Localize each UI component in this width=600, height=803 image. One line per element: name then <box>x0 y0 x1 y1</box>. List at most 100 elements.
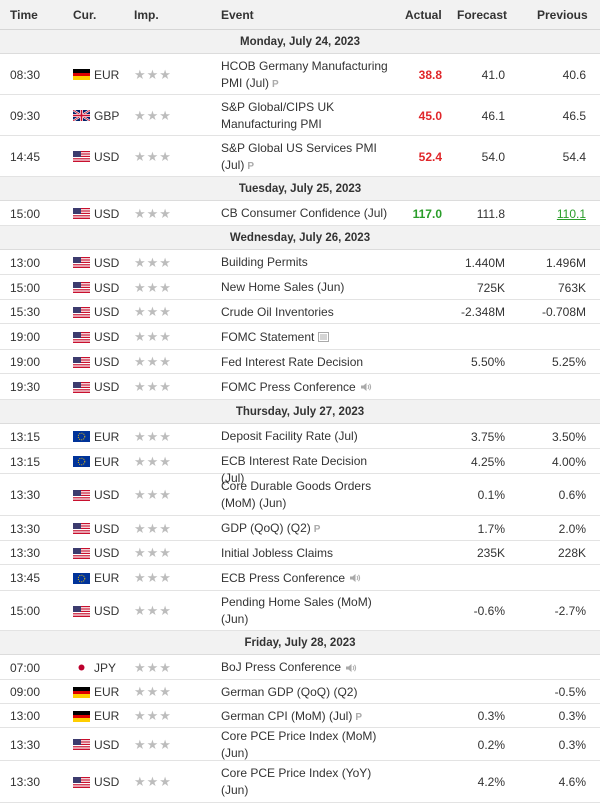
event-name-text[interactable]: ECB Interest Rate Decision (Jul) <box>221 454 368 485</box>
event-row[interactable]: 07:00 JPY ★★★ BoJ Press Conference <box>0 655 600 680</box>
event-row[interactable]: 13:15 EUR ★★★ Deposit Facility Rate (Jul) 3.… <box>0 424 600 449</box>
event-row[interactable]: 13:15 EUR ★★★ ECB Interest Rate Decision (J… <box>0 449 600 485</box>
event-time: 13:00 <box>10 709 41 723</box>
event-row[interactable]: 09:30 GBP ★★★ S&P Global/CIPS UK Manufactur… <box>0 95 600 136</box>
preliminary-icon: P <box>313 524 321 535</box>
event-name-text[interactable]: Building Permits <box>221 255 308 269</box>
event-time: 13:30 <box>10 737 41 752</box>
flag-eu-icon <box>73 572 90 584</box>
event-name-text[interactable]: Initial Jobless Claims <box>221 545 334 560</box>
header-event[interactable]: Event <box>221 8 254 22</box>
event-name-text[interactable]: S&P Global/CIPS UK Manufacturing PMI <box>221 99 335 131</box>
header-time[interactable]: Time <box>10 8 38 22</box>
event-name[interactable]: Initial Jobless Claims <box>221 545 391 562</box>
previous-value: 110.1 <box>556 206 586 221</box>
event-name[interactable]: Core PCE Price Index (YoY) (Jun) <box>221 765 391 799</box>
event-name[interactable]: Pending Home Sales (MoM) (Jun) <box>221 594 391 628</box>
event-name[interactable]: GDP (QoQ) (Q2) P <box>221 520 391 538</box>
document-icon[interactable] <box>318 332 330 343</box>
event-name[interactable]: Core Durable Goods Orders (MoM) (Jun) <box>221 478 391 512</box>
flag-us-icon <box>73 605 90 617</box>
event-row[interactable]: 13:30 USD ★★★ GDP (QoQ) (Q2) P 1.7% 2.0% <box>0 516 600 541</box>
flag-eu-icon <box>73 431 90 442</box>
event-row[interactable]: 15:00 USD ★★★ New Home Sales (Jun) 725K 763K <box>0 275 600 300</box>
previous-value: 40.6 <box>562 67 586 82</box>
header-importance[interactable]: Imp. <box>134 8 159 22</box>
event-name[interactable]: BoJ Press Conference <box>221 659 391 676</box>
currency-code: USD <box>94 380 120 394</box>
event-name[interactable]: S&P Global US Services PMI (Jul) P <box>221 140 391 175</box>
event-name-text[interactable]: Core PCE Price Index (YoY) (Jun) <box>221 766 372 797</box>
speaker-icon[interactable] <box>349 573 361 583</box>
event-row[interactable]: 13:30 USD ★★★ Core PCE Price Index (YoY) (J… <box>0 761 600 803</box>
event-name[interactable]: Deposit Facility Rate (Jul) <box>221 428 391 445</box>
event-time: 13:15 <box>10 429 41 444</box>
event-name[interactable]: German GDP (QoQ) (Q2) <box>221 684 391 701</box>
event-name-text[interactable]: Core PCE Price Index (MoM) (Jun) <box>221 728 377 760</box>
event-name[interactable]: Core PCE Price Index (MoM) (Jun) <box>221 728 391 762</box>
header-previous[interactable]: Previous <box>537 8 588 22</box>
event-name-text[interactable]: Deposit Facility Rate (Jul) <box>221 429 358 443</box>
event-name[interactable]: CB Consumer Confidence (Jul) <box>221 205 391 222</box>
header-actual[interactable]: Actual <box>405 8 442 22</box>
event-name[interactable]: German CPI (MoM) (Jul) P <box>221 708 391 726</box>
event-time: 15:00 <box>10 604 41 618</box>
event-row[interactable]: 15:00 USD ★★★ CB Consumer Confidence (Jul) 1… <box>0 201 600 226</box>
event-name-text[interactable]: CB Consumer Confidence (Jul) <box>221 206 388 220</box>
event-time: 13:45 <box>10 571 41 585</box>
event-row[interactable]: 19:00 USD ★★★ Fed Interest Rate Decision 5.5… <box>0 350 600 374</box>
event-row[interactable]: 13:00 EUR ★★★ German CPI (MoM) (Jul) P 0.3% 0.… <box>0 704 600 728</box>
event-row[interactable]: 13:45 EUR ★★★ ECB Press Conference <box>0 565 600 591</box>
event-name-text[interactable]: Crude Oil Inventories <box>221 304 334 319</box>
event-name-text[interactable]: Core Durable Goods Orders (MoM) (Jun) <box>221 479 372 510</box>
event-row[interactable]: 13:30 USD ★★★ Core PCE Price Index (MoM) (J… <box>0 728 600 761</box>
event-name-text[interactable]: Fed Interest Rate Decision <box>221 354 364 369</box>
event-name[interactable]: Fed Interest Rate Decision <box>221 354 391 371</box>
event-name-text[interactable]: FOMC Press Conference <box>221 379 356 394</box>
header-forecast[interactable]: Forecast <box>457 8 508 22</box>
event-name[interactable]: FOMC Statement <box>221 329 391 346</box>
currency-code: JPY <box>94 660 117 675</box>
event-time: 13:30 <box>10 546 41 560</box>
speaker-icon[interactable] <box>345 663 357 673</box>
event-name[interactable]: HCOB Germany Manufacturing PMI (Jul) P <box>221 58 391 93</box>
event-name-text[interactable]: New Home Sales (Jun) <box>221 280 345 294</box>
event-name[interactable]: Building Permits <box>221 254 391 271</box>
event-row[interactable]: 15:30 USD ★★★ Crude Oil Inventories -2.348M -… <box>0 300 600 324</box>
event-row[interactable]: 14:45 USD ★★★ S&P Global US Services PMI (J… <box>0 136 600 177</box>
day-header: Monday, July 24, 2023 <box>0 30 600 54</box>
event-row[interactable]: 09:00 EUR ★★★ German GDP (QoQ) (Q2) -0.5% <box>0 680 600 704</box>
event-row[interactable]: 13:30 USD ★★★ Core Durable Goods Orders (Mo… <box>0 474 600 516</box>
event-name[interactable]: ECB Press Conference <box>221 570 391 587</box>
event-name-text[interactable]: German CPI (MoM) (Jul) <box>221 708 353 723</box>
event-row[interactable]: 19:00 USD ★★★ FOMC Statement <box>0 324 600 350</box>
event-name-text[interactable]: BoJ Press Conference <box>221 660 342 674</box>
previous-value: 2.0% <box>558 521 586 536</box>
event-name-text[interactable]: FOMC Statement <box>221 329 315 344</box>
event-name[interactable]: ECB Interest Rate Decision (Jul) <box>221 453 391 487</box>
header-currency[interactable]: Cur. <box>73 8 97 22</box>
speaker-icon[interactable] <box>360 382 372 392</box>
event-name-text[interactable]: HCOB Germany Manufacturing PMI (Jul) <box>221 58 388 90</box>
event-row[interactable]: 13:30 USD ★★★ Initial Jobless Claims 235K 228… <box>0 541 600 565</box>
flag-us-icon <box>73 282 90 293</box>
event-row[interactable]: 08:30 EUR ★★★ HCOB Germany Manufacturing PM… <box>0 54 600 95</box>
event-name-text[interactable]: ECB Press Conference <box>221 570 346 585</box>
event-row[interactable]: 19:30 USD ★★★ FOMC Press Conference <box>0 374 600 400</box>
event-name-text[interactable]: GDP (QoQ) (Q2) <box>221 521 311 535</box>
importance-stars-icon: ★★★ <box>134 453 172 469</box>
event-name-text[interactable]: German GDP (QoQ) (Q2) <box>221 684 358 699</box>
event-name-text[interactable]: Pending Home Sales (MoM) (Jun) <box>221 595 372 626</box>
event-name[interactable]: Crude Oil Inventories <box>221 304 391 321</box>
event-name-text[interactable]: S&P Global US Services PMI (Jul) <box>221 140 377 172</box>
event-name[interactable]: S&P Global/CIPS UK Manufacturing PMI <box>221 99 391 133</box>
currency-code: EUR <box>94 454 120 469</box>
currency-code: USD <box>94 149 120 164</box>
event-row[interactable]: 13:00 USD ★★★ Building Permits 1.440M 1.496M <box>0 250 600 275</box>
forecast-value: 1.440M <box>464 255 505 270</box>
importance-stars-icon: ★★★ <box>134 254 172 270</box>
event-name[interactable]: FOMC Press Conference <box>221 379 391 396</box>
importance-stars-icon: ★★★ <box>134 329 172 344</box>
event-name[interactable]: New Home Sales (Jun) <box>221 279 391 296</box>
event-row[interactable]: 15:00 USD ★★★ Pending Home Sales (MoM) (Jun… <box>0 591 600 631</box>
